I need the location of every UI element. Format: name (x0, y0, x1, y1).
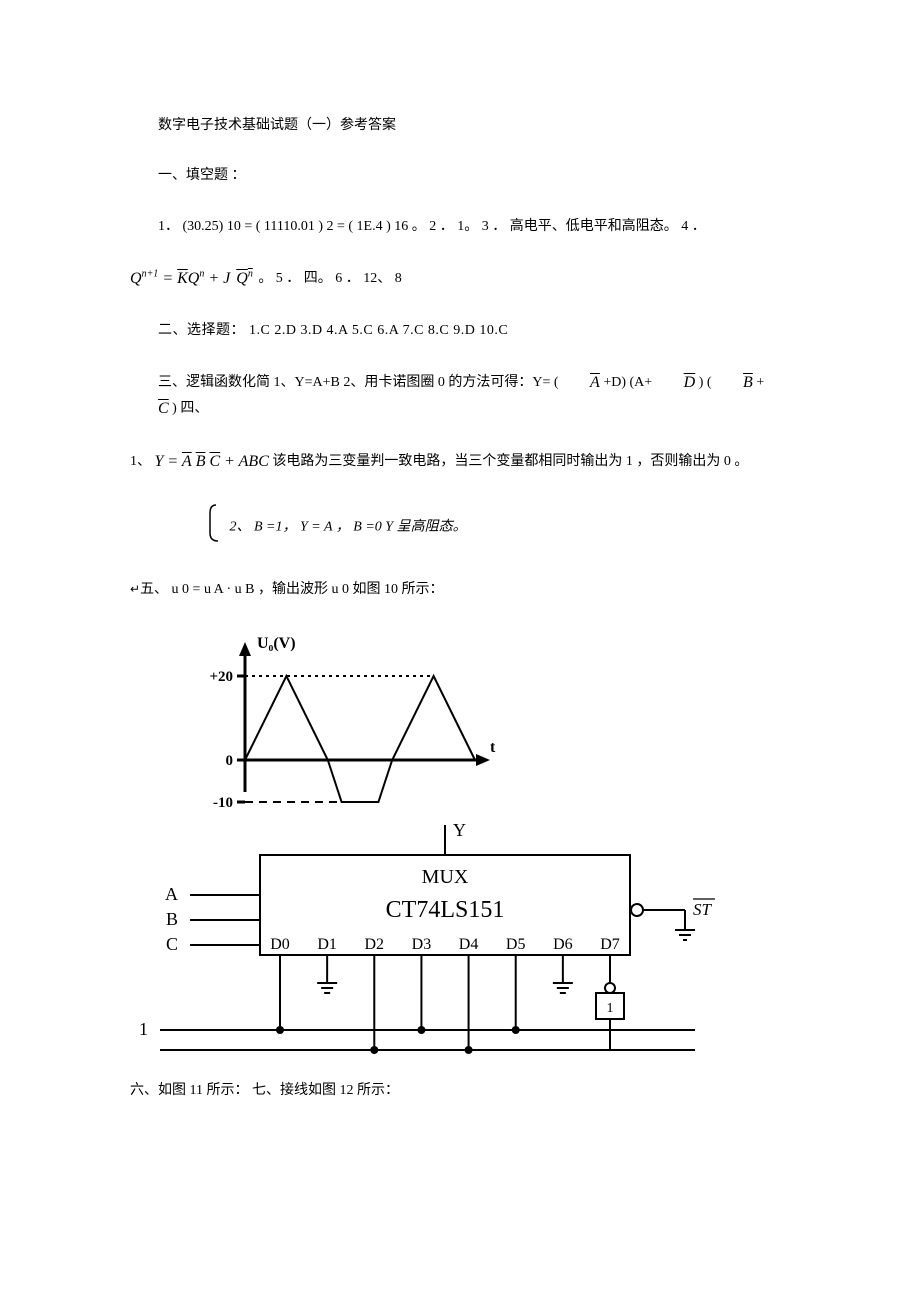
f1-q2-sup: n (248, 269, 253, 280)
svg-text:C: C (166, 934, 178, 954)
sec4-abar: A (182, 453, 192, 470)
sec3-cbar: C (130, 396, 169, 422)
svg-text:-10: -10 (213, 795, 233, 810)
section1-q4-formula-line: Qn+1 = KQn + J Qn 。 5 ． 四。 6 ． 12、 8 (130, 266, 790, 292)
svg-text:ST: ST (693, 900, 713, 919)
svg-text:D2: D2 (365, 936, 385, 953)
sec4-bbar: B (196, 453, 206, 470)
section2: 二、选择题： 1.C 2.D 3.D 4.A 5.C 6.A 7.C 8.C 9… (130, 320, 790, 342)
svg-text:MUX: MUX (422, 866, 469, 888)
svg-text:1: 1 (607, 1001, 614, 1016)
sec4-rest: 该电路为三变量判一致电路，当三个变量都相同时输出为 1 ，否则输出为 0 。 (272, 454, 748, 469)
section4-line1: 1、 Y = A B C + ABC 该电路为三变量判一致电路，当三个变量都相同… (130, 449, 790, 475)
section4-line2: 2、 B =1， Y = A ， B =0 Y 呈高阻态。 (130, 503, 790, 551)
sec4-cbar: C (209, 453, 220, 470)
svg-text:+20: +20 (209, 669, 233, 685)
svg-text:A: A (165, 884, 178, 904)
svg-text:Y: Y (453, 820, 466, 840)
svg-text:0: 0 (226, 753, 234, 769)
sec4-item2-text: 2、 B =1， Y = A ， B =0 Y 呈高阻态。 (230, 519, 467, 534)
sec3-text-a: 三、逻辑函数化简 1、Y=A+B 2、用卡诺图圈 0 的方法可得：Y= ( (158, 375, 562, 390)
f1-lhs-sup: n+1 (142, 269, 159, 280)
sec3-dbar: D (656, 370, 696, 396)
sec3-text-a3: ) ( (699, 375, 715, 390)
waveform-chart: U₀(V) t +20 0 -10 (190, 630, 500, 810)
section3: 三、逻辑函数化简 1、Y=A+B 2、用卡诺图圈 0 的方法可得：Y= ( A … (130, 370, 790, 421)
sec3-bbar: B (715, 370, 753, 396)
section5: ↵五、 u 0 = u A · u B ，输出波形 u 0 如图 10 所示： (130, 579, 790, 601)
sec3-text-a5: ) 四、 (172, 401, 208, 416)
svg-text:D7: D7 (600, 936, 620, 953)
svg-text:D6: D6 (553, 936, 573, 953)
sec3-abar: A (562, 370, 600, 396)
f1-kbar: K (177, 270, 188, 287)
svg-text:1: 1 (139, 1019, 148, 1039)
svg-text:D5: D5 (506, 936, 526, 953)
f1-eq: = (162, 270, 177, 287)
section6: 六、如图 11 所示： 七、接线如图 12 所示： (130, 1080, 790, 1102)
svg-text:U₀(V): U₀(V) (257, 635, 296, 652)
section1-q1: 1． (30.25) 10 = ( 11110.01 ) 2 = ( 1E.4 … (130, 216, 790, 238)
sec5-text: 五、 u 0 = u A · u B ，输出波形 u 0 如图 10 所示： (140, 582, 443, 597)
svg-text:D4: D4 (459, 936, 479, 953)
f1-plus: + J (208, 270, 230, 287)
sec4-prefix: 1、 (130, 454, 151, 469)
f1-lhs: Q (130, 270, 142, 287)
section1-q1b-tail: 。 5 ． 四。 6 ． 12、 8 (258, 271, 402, 286)
bracket-icon (178, 503, 222, 551)
section1-heading: 一、填空题 ： (130, 165, 790, 187)
sec3-text-a4: + (756, 375, 764, 390)
f1-q1: Q (188, 270, 200, 287)
svg-text:D0: D0 (270, 936, 290, 953)
sec4-y: Y = (155, 453, 182, 470)
mux-diagram: Y MUX CT74LS151 ABC ST D0 D1 D2 D3 D4 D5 D6 D7 1 1 (130, 820, 750, 1060)
svg-text:D1: D1 (317, 936, 337, 953)
svg-text:CT74LS151: CT74LS151 (386, 897, 505, 923)
svg-text:t: t (490, 739, 496, 756)
doc-title: 数字电子技术基础试题（一）参考答案 (130, 115, 790, 137)
f1-q1-sup: n (199, 269, 204, 280)
sec3-text-a2: +D) (A+ (603, 375, 655, 390)
sec4-abc: + ABC (224, 453, 269, 470)
f1-q2: Q (236, 270, 248, 287)
svg-text:D3: D3 (412, 936, 432, 953)
svg-text:B: B (166, 909, 178, 929)
